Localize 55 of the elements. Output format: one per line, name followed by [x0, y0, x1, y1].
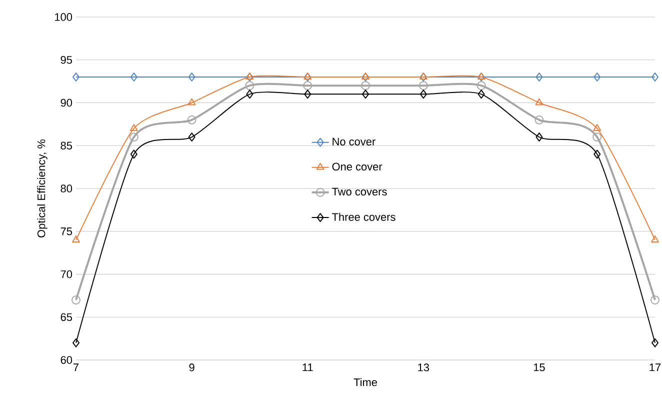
point: [476, 81, 486, 90]
y-tick-label: 65: [60, 313, 72, 322]
legend-label: Two covers: [332, 188, 387, 196]
point: [361, 81, 370, 90]
legend-label: No cover: [332, 138, 376, 146]
point: [651, 235, 659, 242]
point: [652, 72, 658, 82]
point: [187, 115, 196, 124]
point: [304, 90, 312, 99]
legend-label: One cover: [332, 162, 382, 171]
x-tick-label: 15: [534, 364, 545, 372]
point: [72, 72, 80, 82]
y-tick-label: 80: [60, 184, 72, 192]
point: [72, 235, 80, 242]
point: [592, 132, 602, 142]
y-tick-label: 90: [60, 98, 72, 107]
point: [303, 81, 312, 90]
x-tick-label: 17: [650, 364, 661, 372]
y-tick-label: 100: [55, 13, 72, 21]
point: [478, 90, 485, 99]
point: [129, 132, 138, 142]
point: [594, 150, 601, 159]
point: [650, 295, 660, 304]
x-axis-title: Time: [354, 378, 377, 386]
point: [130, 150, 138, 159]
y-tick-label: 85: [60, 142, 72, 150]
y-tick-label: 60: [60, 356, 72, 364]
x-tick-label: 13: [418, 364, 430, 372]
point: [246, 90, 254, 99]
point: [245, 81, 254, 90]
point: [130, 72, 138, 82]
point: [188, 72, 196, 82]
y-tick-label: 70: [60, 270, 72, 278]
point: [536, 132, 543, 142]
point: [130, 124, 138, 131]
point: [188, 98, 196, 106]
point: [535, 98, 544, 106]
point: [536, 72, 543, 82]
y-tick-label: 95: [60, 56, 72, 64]
y-tick-label: 75: [60, 228, 72, 236]
legend-label: Three covers: [332, 212, 396, 221]
point: [594, 72, 601, 82]
x-tick-label: 7: [74, 364, 79, 372]
point: [188, 132, 196, 142]
point: [534, 115, 544, 124]
x-tick-label: 9: [189, 364, 194, 372]
y-axis-title: Optical Efficiency, %: [37, 139, 48, 238]
point: [593, 124, 602, 131]
x-tick-label: 11: [302, 364, 313, 372]
point: [72, 338, 80, 348]
point: [72, 295, 80, 304]
point: [418, 81, 428, 90]
point: [420, 90, 427, 99]
point: [652, 338, 658, 348]
point: [362, 90, 369, 99]
